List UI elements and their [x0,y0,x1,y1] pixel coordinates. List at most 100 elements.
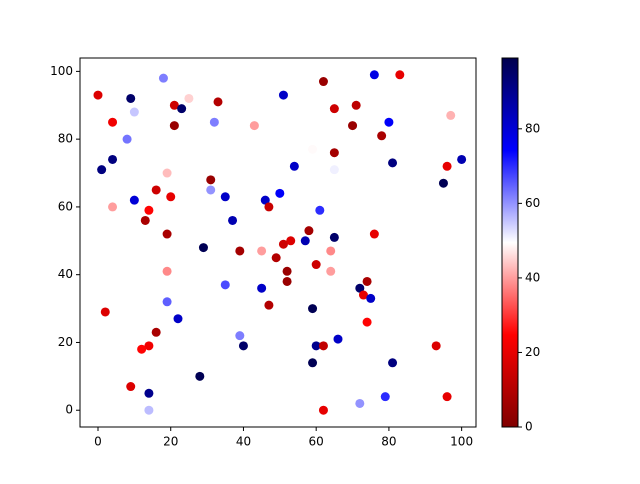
point [358,290,368,300]
point [438,178,448,188]
point [362,276,372,286]
point [108,202,118,212]
point [166,192,176,202]
point [348,121,358,131]
point [260,195,270,205]
point [129,195,139,205]
y-tick-label: 0 [65,403,73,417]
y-tick-label: 80 [58,132,73,146]
point [311,341,321,351]
point [388,158,398,168]
point [228,215,238,225]
point [271,253,281,263]
point [351,100,361,110]
point [206,185,216,195]
point [97,165,107,175]
point [137,344,147,354]
point [326,266,336,276]
point [169,121,179,131]
point [129,107,139,117]
point [257,246,267,256]
point [326,246,336,256]
point [126,93,136,103]
point [308,304,318,314]
y-tick-label: 20 [58,335,73,349]
point [249,121,259,131]
y-tick-label: 100 [50,64,73,78]
point [184,93,194,103]
point [257,283,267,293]
point [431,341,441,351]
point [384,117,394,127]
point [162,229,172,239]
point [329,148,339,158]
point [140,215,150,225]
point [318,405,328,415]
point [235,246,245,256]
point [126,382,136,392]
colorbar-tick-label: 60 [525,196,540,210]
point [238,341,248,351]
point [278,90,288,100]
point [195,371,205,381]
point [151,185,161,195]
point [108,117,118,127]
point [315,205,325,215]
colorbar-tick-label: 0 [525,420,533,434]
point [395,70,405,80]
point [442,161,452,171]
point [300,236,310,246]
point [162,168,172,178]
point [264,202,274,212]
point [362,317,372,327]
x-tick-label: 0 [94,435,102,449]
point [177,104,187,114]
point [442,392,452,402]
point [151,327,161,337]
point [144,405,154,415]
x-tick-label: 80 [381,435,396,449]
point [355,398,365,408]
x-tick-label: 40 [236,435,251,449]
point [213,97,223,107]
point [282,266,292,276]
point [162,266,172,276]
point [235,331,245,341]
point [446,110,456,120]
point [318,77,328,87]
point [380,392,390,402]
x-tick-label: 100 [450,435,473,449]
point [369,70,379,80]
point [366,293,376,303]
y-tick-label: 40 [58,267,73,281]
point [108,154,118,164]
x-tick-label: 20 [163,435,178,449]
point [169,100,179,110]
point [264,300,274,310]
colorbar-tick-label: 80 [525,121,540,135]
y-tick-label: 60 [58,199,73,213]
colorbar [501,57,519,428]
point [311,260,321,270]
point [457,154,467,164]
point [308,358,318,368]
point [278,239,288,249]
point [144,341,154,351]
point [209,117,219,127]
point [308,144,318,154]
point [220,192,230,202]
colorbar-tick-label: 20 [525,345,540,359]
point [173,314,183,324]
point [100,307,110,317]
point [158,73,168,83]
point [369,229,379,239]
point [93,90,103,100]
point [329,232,339,242]
point [333,334,343,344]
point [220,280,230,290]
point [162,297,172,307]
point [144,205,154,215]
point [289,161,299,171]
point [286,236,296,246]
